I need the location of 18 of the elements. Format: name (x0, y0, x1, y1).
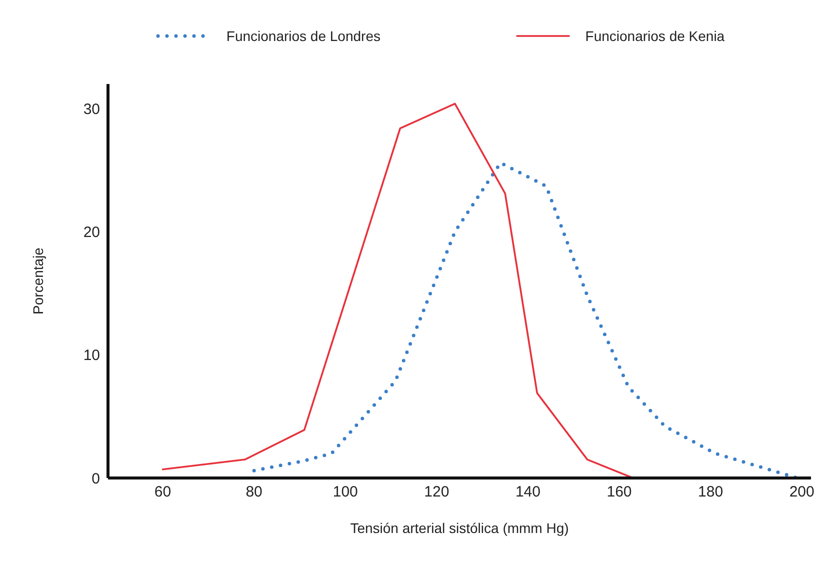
y-tick-label: 10 (83, 347, 100, 364)
x-tick-label: 180 (698, 484, 724, 501)
y-tick-label: 30 (83, 100, 100, 118)
x-axis-title: Tensión arterial sistólica (mmm Hg) (350, 520, 569, 536)
x-tick-label: 120 (424, 484, 450, 501)
x-tick-label: 80 (246, 484, 262, 501)
x-tick-label: 160 (606, 484, 632, 501)
x-tick-label: 60 (154, 484, 172, 501)
y-axis-title: Porcentaje (30, 247, 46, 314)
legend-label: Funcionarios de Londres (226, 28, 380, 44)
x-tick-label: 140 (515, 484, 540, 501)
legend-label: Funcionarios de Kenia (585, 28, 725, 44)
y-tick-label: 20 (83, 224, 100, 242)
x-tick-label: 200 (789, 484, 814, 501)
y-tick-label: 0 (92, 470, 100, 488)
line-series (162, 102, 634, 478)
line-series (252, 161, 800, 478)
x-tick-label: 100 (332, 484, 358, 501)
